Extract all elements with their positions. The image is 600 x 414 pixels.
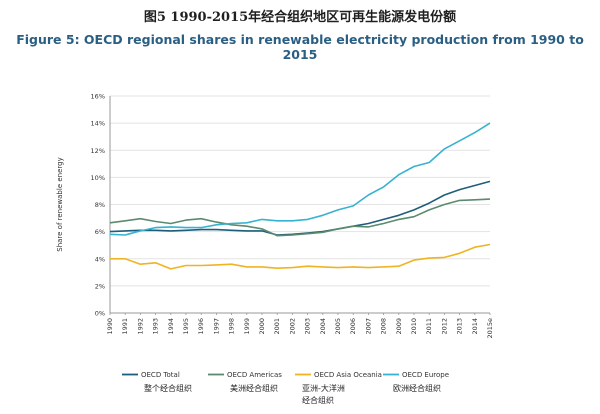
legend-label-oecd-total: OECD Total xyxy=(141,371,180,379)
x-tick-label: 1995 xyxy=(182,318,190,335)
x-tick-label: 1993 xyxy=(152,318,160,335)
x-tick-label: 2004 xyxy=(319,318,327,335)
legend-label-cn-oecd-asia-oceania-cont: 经合组织 xyxy=(302,395,334,405)
x-tick-label: 2005 xyxy=(334,318,342,335)
x-tick-label: 1996 xyxy=(197,318,205,335)
legend-label-oecd-americas: OECD Americas xyxy=(227,371,282,379)
chart-title-en: Figure 5: OECD regional shares in renewa… xyxy=(16,32,584,62)
x-tick-label: 2008 xyxy=(380,318,388,335)
y-tick-label: 8% xyxy=(95,201,105,209)
y-tick-label: 16% xyxy=(91,93,105,101)
y-tick-label: 10% xyxy=(91,174,105,182)
legend-label-cn-oecd-americas: 美洲经合组织 xyxy=(230,383,278,393)
x-tick-label: 1994 xyxy=(167,318,175,335)
x-tick-label: 2015e xyxy=(486,318,494,339)
y-tick-label: 0% xyxy=(95,310,105,318)
x-tick-label: 1999 xyxy=(243,318,251,335)
legend-label-oecd-europe: OECD Europe xyxy=(402,371,449,379)
series-line-oecd-asia-oceania xyxy=(110,243,491,270)
series-line-oecd-europe xyxy=(109,122,491,236)
series-line-oecd-americas xyxy=(109,198,491,237)
legend-label-oecd-asia-oceania: OECD Asia Oceania xyxy=(314,371,382,379)
x-tick-label: 1992 xyxy=(136,318,144,335)
x-tick-label: 1991 xyxy=(121,318,129,335)
chart-title-cn: 图5 1990-2015年经合组织地区可再生能源发电份额 xyxy=(143,10,457,25)
x-tick-label: 1990 xyxy=(106,318,114,335)
x-tick-label: 1998 xyxy=(228,318,236,335)
legend-label-cn-oecd-asia-oceania: 亚洲-大洋洲 xyxy=(302,383,345,393)
x-tick-label: 2007 xyxy=(364,318,372,335)
x-tick-label: 2006 xyxy=(349,318,357,335)
x-tick-label: 2012 xyxy=(440,318,448,335)
x-tick-label: 2009 xyxy=(395,318,403,335)
y-tick-label: 4% xyxy=(95,255,105,263)
x-tick-label: 2013 xyxy=(456,318,464,335)
y-tick-label: 12% xyxy=(91,147,105,155)
x-tick-label: 2011 xyxy=(425,318,433,335)
legend-label-cn-oecd-total: 整个经合组织 xyxy=(144,383,192,393)
x-tick-label: 2001 xyxy=(273,318,281,335)
y-axis-label: Share of renewable energy xyxy=(56,157,64,252)
y-tick-label: 6% xyxy=(95,228,105,236)
y-tick-label: 14% xyxy=(91,120,105,128)
x-tick-label: 2010 xyxy=(410,318,418,335)
x-tick-label: 2003 xyxy=(304,318,312,335)
y-tick-label: 2% xyxy=(95,282,105,290)
x-tick-label: 1997 xyxy=(212,318,220,335)
x-tick-label: 2000 xyxy=(258,318,266,335)
x-tick-label: 2002 xyxy=(288,318,296,335)
legend-label-cn-oecd-europe: 欧洲经合组织 xyxy=(393,383,441,393)
x-tick-label: 2014 xyxy=(471,318,479,335)
